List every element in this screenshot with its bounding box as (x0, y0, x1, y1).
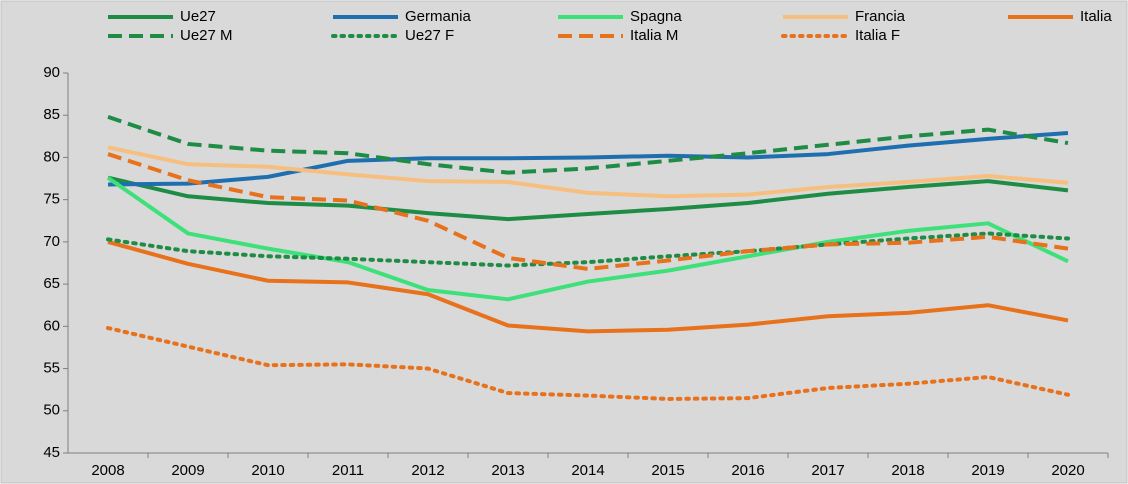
x-tick-label: 2017 (811, 462, 844, 479)
series-line (107, 175, 1069, 222)
legend-label: Italia (1080, 8, 1112, 25)
legend-label: Germania (405, 8, 472, 25)
x-tick-label: 2013 (491, 462, 524, 479)
y-tick-label: 90 (43, 64, 60, 81)
x-tick-label: 2020 (1051, 462, 1084, 479)
y-tick-label: 60 (43, 317, 60, 334)
y-tick-label: 80 (43, 148, 60, 165)
x-tick-label: 2016 (731, 462, 764, 479)
x-tick-label: 2018 (891, 462, 924, 479)
x-tick-label: 2011 (332, 462, 364, 479)
y-tick-label: 85 (43, 106, 60, 123)
y-tick-label: 65 (43, 275, 60, 292)
x-tick-label: 2015 (651, 462, 684, 479)
series-line (106, 231, 1070, 268)
series-line (107, 115, 1069, 175)
series-line (107, 130, 1069, 187)
legend-label: Spagna (630, 8, 682, 25)
series-line (106, 326, 1070, 401)
legend-label: Italia M (630, 27, 678, 44)
legend-label: Italia F (855, 27, 900, 44)
series-line (107, 239, 1069, 334)
x-tick-label: 2008 (91, 462, 124, 479)
x-tick-label: 2014 (571, 462, 604, 479)
y-tick-label: 50 (43, 402, 60, 419)
x-tick-label: 2010 (251, 462, 284, 479)
legend-label: Ue27 (180, 8, 216, 25)
legend-label: Ue27 F (405, 27, 454, 44)
series-line (106, 176, 1069, 302)
y-tick-label: 55 (43, 360, 60, 377)
x-tick-label: 2019 (971, 462, 1004, 479)
x-tick-label: 2009 (171, 462, 204, 479)
legend-label: Ue27 M (180, 27, 233, 44)
x-tick-label: 2012 (411, 462, 444, 479)
y-tick-label: 75 (43, 191, 60, 208)
series-line (107, 145, 1069, 199)
legend-label: Francia (855, 8, 906, 25)
y-tick-label: 45 (43, 444, 60, 461)
y-tick-label: 70 (43, 233, 60, 250)
